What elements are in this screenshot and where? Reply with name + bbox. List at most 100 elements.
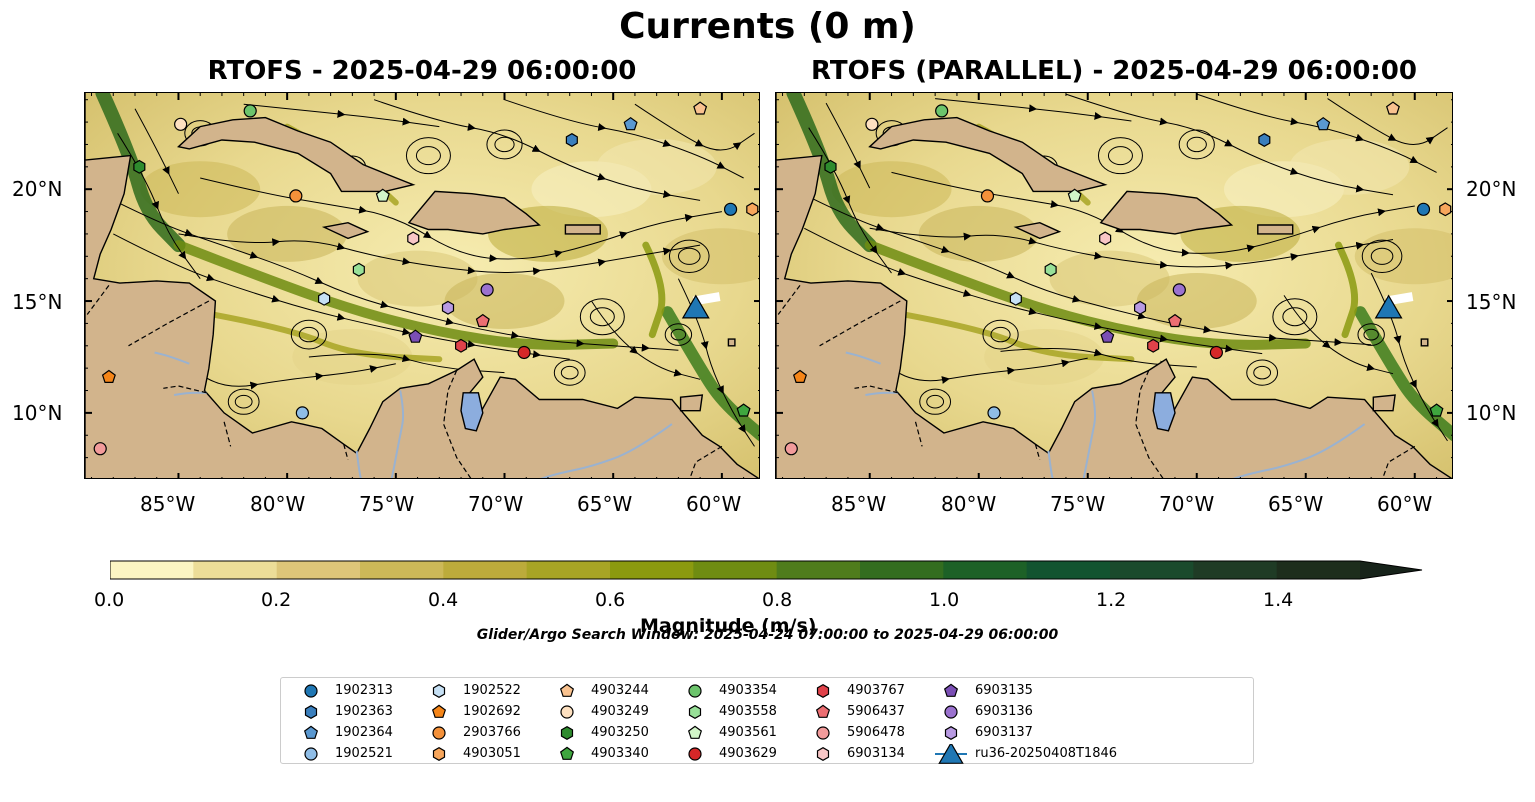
eddy-streamline [298, 326, 319, 343]
float-marker [133, 159, 146, 174]
float-marker [1316, 116, 1331, 131]
land-jamaica [1013, 221, 1062, 240]
river [154, 351, 190, 365]
float-marker [375, 188, 390, 202]
legend-label: 5906478 [847, 725, 905, 740]
streamline [591, 300, 701, 380]
speed-patch [596, 138, 717, 195]
eddy-streamline [990, 326, 1011, 343]
legend-label: 6903137 [975, 725, 1033, 740]
eddy-streamline [1097, 137, 1143, 175]
float-marker [1172, 283, 1186, 297]
legend-label: 5906437 [847, 704, 905, 719]
country-border [86, 285, 110, 315]
lat-tick-label: 15°N [12, 290, 63, 314]
map-panel-rtofs[interactable] [84, 92, 760, 479]
colorbar-tick-label: 1.0 [929, 589, 960, 611]
legend-marker-icon [559, 683, 575, 697]
float-marker [1099, 231, 1112, 246]
streamline [808, 127, 892, 274]
lon-tick-label: 70°W [468, 492, 524, 516]
float-marker [980, 189, 995, 203]
legend-marker-icon [688, 684, 702, 698]
legend-glider-marker [938, 744, 964, 764]
country-border [1135, 370, 1164, 478]
legend-float-marker [688, 684, 702, 698]
lon-tick-label: 60°W [686, 492, 742, 516]
float-marker [784, 442, 798, 456]
colorbar-tick-label: 0.2 [261, 589, 292, 611]
float-marker [318, 291, 331, 306]
eddy-streamline [982, 319, 1019, 350]
legend-marker-icon [815, 704, 831, 718]
float-marker [746, 202, 759, 217]
lake-maracaibo [460, 392, 484, 432]
lon-tick-label: 60°W [1377, 492, 1433, 516]
legend-float-marker [943, 683, 959, 697]
float-marker [517, 345, 531, 360]
float-marker [623, 116, 638, 131]
eddy-streamline [1178, 129, 1215, 160]
eddy-streamline [589, 307, 615, 327]
legend-float-marker [432, 747, 446, 761]
float-marker [1009, 291, 1022, 306]
legend-marker-icon [432, 684, 446, 698]
float-marker [1385, 101, 1400, 115]
country-border [343, 444, 349, 461]
legend-label: ru36-20250408T1846 [975, 746, 1118, 761]
streamlines [782, 93, 1448, 442]
colorbar-segment [1193, 561, 1278, 579]
legend-marker-icon [304, 705, 318, 719]
float-marker [475, 313, 490, 328]
eddy-streamline [405, 137, 451, 175]
lon-tick-label: 65°W [577, 492, 633, 516]
legend-float-marker [560, 705, 574, 719]
colorbar-segment [1026, 561, 1111, 579]
land-yucatan [776, 93, 1452, 478]
legend-float-marker [559, 683, 575, 697]
legend-label: 4903558 [719, 704, 777, 719]
colorbar-segment [693, 561, 778, 579]
legend-label: 1902521 [335, 746, 393, 761]
float-marker [693, 101, 708, 115]
river [865, 391, 899, 396]
legend-label: 1902363 [335, 704, 393, 719]
float-marker [1044, 262, 1057, 277]
river [1082, 390, 1097, 478]
colorbar-segment [776, 561, 861, 579]
legend-float-marker [687, 725, 703, 739]
legend-marker-icon [688, 747, 702, 761]
eddy-streamline [486, 129, 523, 160]
country-border [854, 385, 899, 394]
streamline [825, 102, 871, 189]
speed-patch [1289, 138, 1410, 195]
legend-label: 6903134 [847, 746, 905, 761]
legend-marker-icon [816, 684, 830, 698]
colorbar-tick-label: 0.8 [762, 589, 793, 611]
streamline [1065, 93, 1394, 196]
streamline [1327, 98, 1448, 145]
eddy-streamline [919, 388, 952, 415]
float-marker [1429, 403, 1444, 417]
legend-label: 4903244 [591, 683, 649, 698]
colorbar-tick-label: 1.4 [1263, 589, 1294, 611]
float-marker [1258, 133, 1271, 147]
map-canvas-rtofs [85, 93, 759, 478]
legend-float-marker [816, 747, 830, 761]
legend-float-marker [944, 705, 958, 719]
speed-patch [1136, 273, 1257, 330]
land-cuba [868, 116, 1108, 193]
lon-tick-label: 65°W [1268, 492, 1324, 516]
legend-float-marker [559, 746, 575, 760]
float-marker [987, 406, 1001, 420]
land-jamaica [321, 221, 370, 240]
streamline [1000, 348, 1197, 369]
legend-float-marker [304, 747, 318, 761]
legend-label: 4903629 [719, 746, 777, 761]
legend-label: 1902313 [335, 683, 393, 698]
float-marker [865, 117, 879, 131]
eddy-streamline [1361, 239, 1403, 274]
float-marker [723, 202, 738, 216]
float-marker [295, 406, 309, 420]
map-panel-rtofs-parallel[interactable] [775, 92, 1453, 479]
